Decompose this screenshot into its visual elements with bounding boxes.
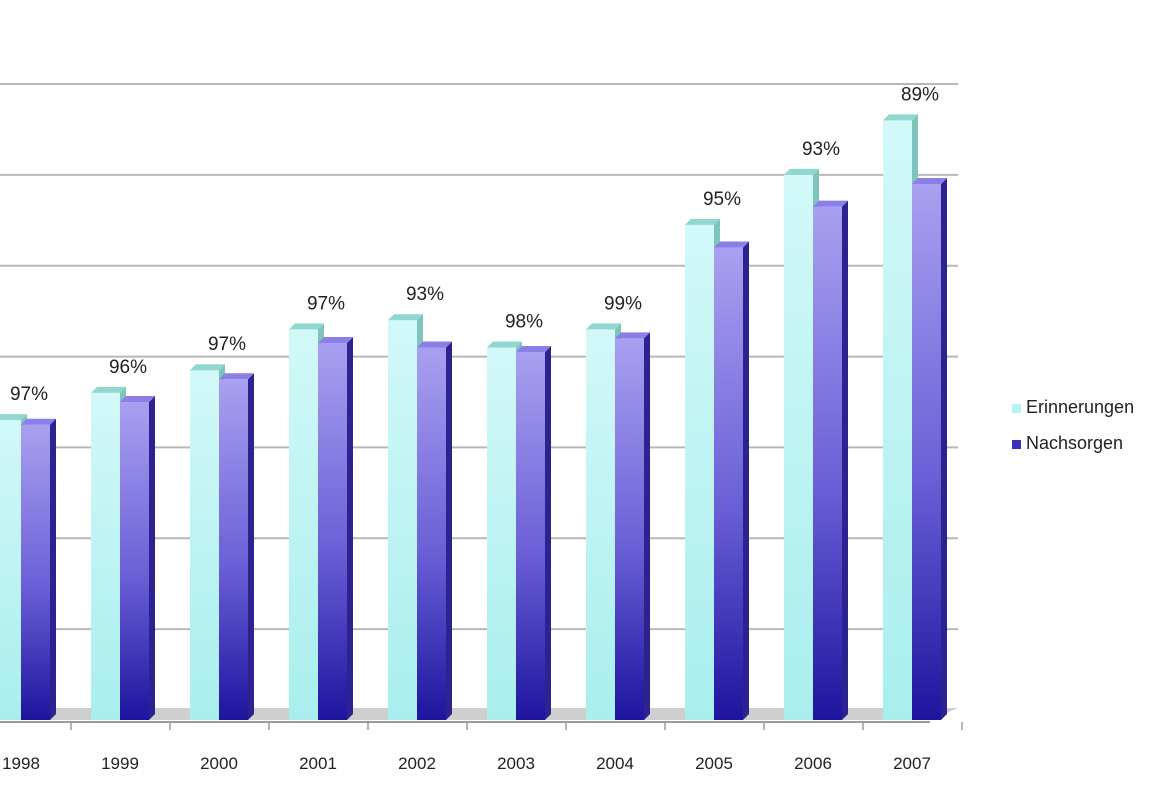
data-label: 99% [604, 293, 642, 314]
legend-label: Erinnerungen [1026, 397, 1134, 417]
data-label: 97% [208, 334, 246, 355]
legend-item-nachsorgen: Nachsorgen [1012, 433, 1123, 453]
x-tick-label: 2003 [497, 754, 535, 773]
x-tick-label: 1999 [101, 754, 139, 773]
legend-item-erinnerungen: Erinnerungen [1012, 397, 1134, 417]
bar-nachsorgen-2006 [813, 200, 848, 720]
x-tick-label: 2002 [398, 754, 436, 773]
bar-nachsorgen-2003 [516, 346, 551, 720]
data-label: 96% [109, 357, 147, 378]
legend-swatch [1012, 404, 1021, 413]
x-tick-label: 2004 [596, 754, 634, 773]
data-label: 89% [901, 84, 939, 105]
data-label: 98% [505, 311, 543, 332]
data-label: 93% [802, 139, 840, 160]
bar-nachsorgen-2005 [714, 241, 749, 721]
bar-nachsorgen-2002 [417, 341, 452, 720]
data-label: 97% [10, 384, 48, 405]
x-tick-label: 1998 [2, 754, 40, 773]
bar-nachsorgen-2001 [318, 336, 353, 720]
bar-nachsorgen-2004 [615, 332, 650, 720]
bar-nachsorgen-1999 [120, 396, 155, 720]
data-label: 93% [406, 284, 444, 305]
legend-swatch [1012, 440, 1021, 449]
bar-nachsorgen-2007 [912, 177, 947, 720]
x-tick-label: 2005 [695, 754, 733, 773]
x-tick-label: 2007 [893, 754, 931, 773]
x-tick-label: 2000 [200, 754, 238, 773]
data-label: 97% [307, 293, 345, 314]
x-tick-label: 2001 [299, 754, 337, 773]
data-label: 95% [703, 189, 741, 210]
x-tick-label: 2006 [794, 754, 832, 773]
legend-label: Nachsorgen [1026, 433, 1123, 453]
bar-nachsorgen-1998 [21, 418, 56, 720]
bar-nachsorgen-2000 [219, 373, 254, 720]
